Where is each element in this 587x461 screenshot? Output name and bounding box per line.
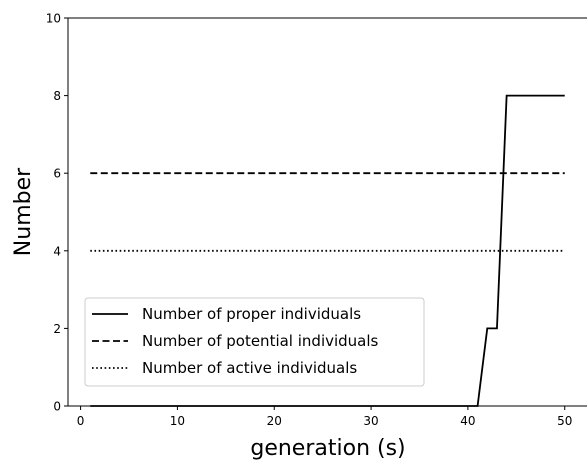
x-tick-label: 50 [557,414,572,428]
legend-label-2: Number of potential individuals [142,332,379,350]
y-tick-label: 2 [53,322,61,336]
legend-label-1: Number of proper individuals [142,305,361,323]
legend-label-3: Number of active individuals [142,359,357,377]
x-tick-label: 40 [460,414,475,428]
x-tick-label: 0 [77,414,85,428]
y-tick-label: 6 [53,167,61,181]
y-axis-title: Number [11,167,36,256]
x-tick-label: 10 [170,414,185,428]
legend: Number of proper individuals Number of po… [85,298,424,386]
y-tick-label: 4 [53,244,61,258]
x-axis-title: generation (s) [250,436,405,461]
y-tick-label: 0 [53,400,61,414]
x-tick-label: 20 [267,414,282,428]
y-tick-label: 10 [46,12,61,26]
y-tick-label: 8 [53,89,61,103]
x-tick-label: 30 [363,414,378,428]
